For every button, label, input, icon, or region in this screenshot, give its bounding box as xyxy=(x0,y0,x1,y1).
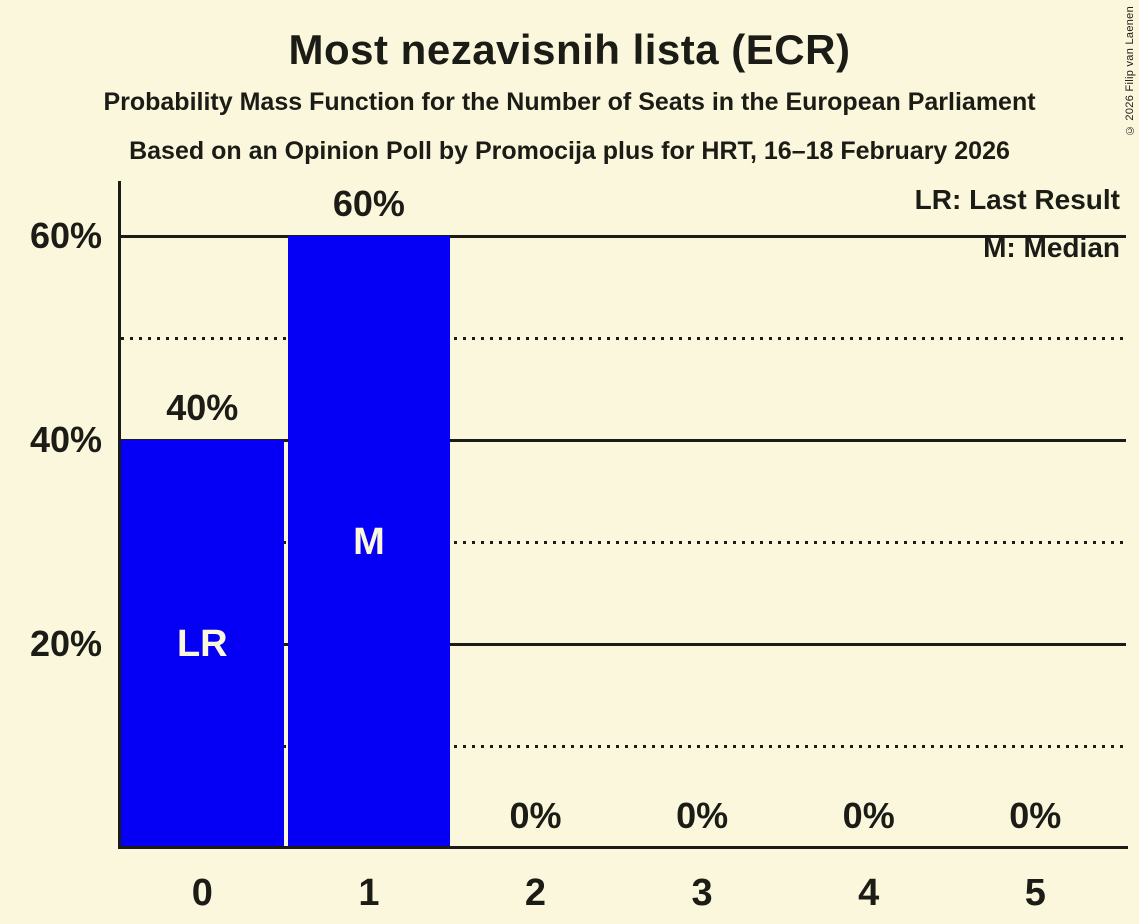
bar-annotation-m: M xyxy=(353,521,385,563)
y-tick-label-40: 40% xyxy=(29,419,102,460)
x-tick-label-4: 4 xyxy=(858,872,880,914)
bar-annotation-lr: LR xyxy=(176,623,228,665)
bar-value-label-4: 0% xyxy=(842,795,895,836)
x-tick-label-2: 2 xyxy=(524,872,547,914)
bar-value-label-2: 0% xyxy=(509,795,562,836)
bar-value-label-0: 40% xyxy=(166,387,239,428)
gridline-solid-40 xyxy=(121,438,1126,442)
gridline-dotted-30 xyxy=(121,540,1126,544)
gridline-dotted-10 xyxy=(121,744,1126,748)
x-axis-line xyxy=(118,846,1128,849)
gridline-solid-20 xyxy=(121,642,1126,646)
y-axis-line xyxy=(118,181,121,849)
y-tick-label-20: 20% xyxy=(29,623,102,664)
copyright-notice: © 2026 Filip van Laenen xyxy=(1124,6,1136,137)
x-tick-label-1: 1 xyxy=(358,872,380,914)
bar-value-label-5: 0% xyxy=(1009,795,1062,836)
x-tick-label-3: 3 xyxy=(691,872,713,914)
chart-subtitle: Probability Mass Function for the Number… xyxy=(103,88,1036,116)
chart-source-note: Based on an Opinion Poll by Promocija pl… xyxy=(129,137,1010,165)
gridline-solid-60 xyxy=(121,234,1126,238)
bar-seats-0 xyxy=(121,440,284,848)
chart-title: Most nezavisnih lista (ECR) xyxy=(288,26,851,73)
x-tick-label-0: 0 xyxy=(191,872,213,914)
legend-last-result: LR: Last Result xyxy=(914,184,1120,215)
bar-value-label-1: 60% xyxy=(332,183,405,224)
bar-value-label-3: 0% xyxy=(676,795,729,836)
x-tick-label-5: 5 xyxy=(1024,872,1046,914)
gridline-dotted-50 xyxy=(121,336,1126,340)
y-tick-label-60: 60% xyxy=(29,215,102,256)
bar-seats-1 xyxy=(287,236,451,848)
